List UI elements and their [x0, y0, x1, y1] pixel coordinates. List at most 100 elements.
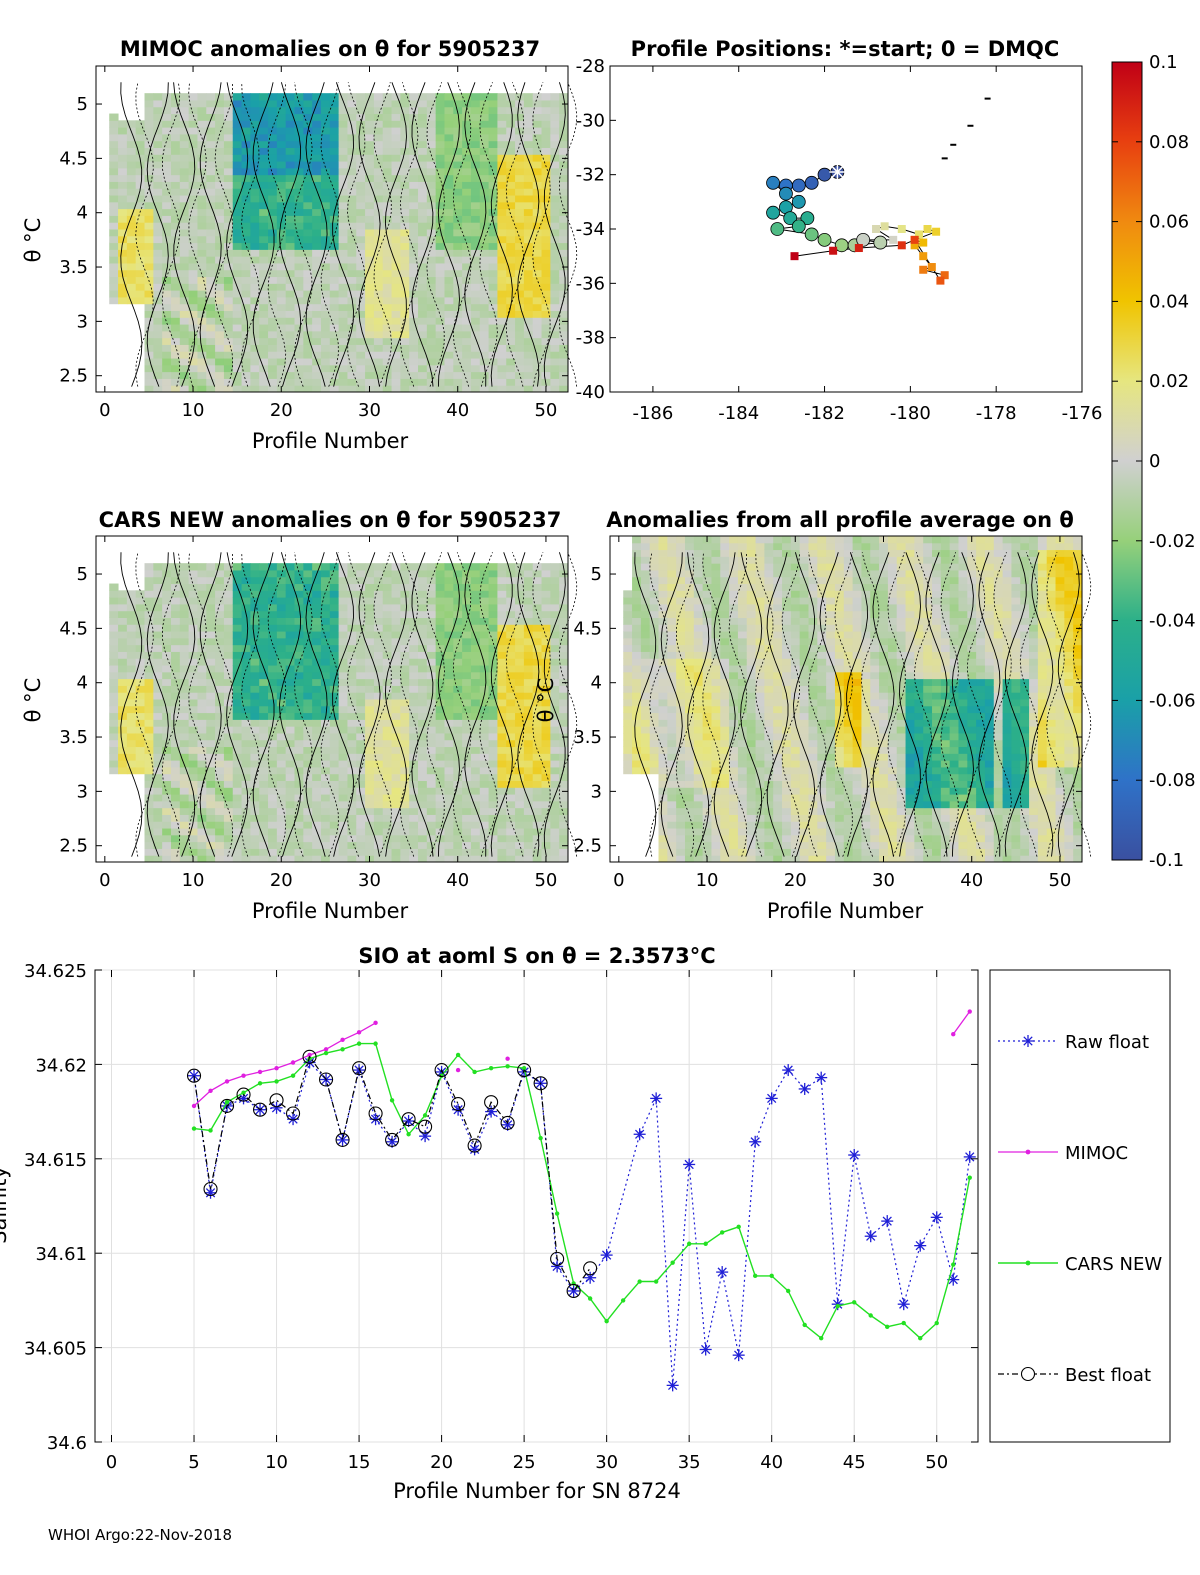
heatmap-cell — [303, 841, 313, 849]
heatmap-cell — [391, 760, 401, 768]
heatmap-cell — [285, 637, 295, 646]
heatmap-cell — [170, 358, 181, 366]
heatmap-cell — [170, 303, 181, 311]
heatmap-cell — [373, 834, 384, 843]
heatmap-cell — [676, 841, 686, 849]
heatmap-cell — [640, 590, 651, 598]
heatmap-cell — [497, 229, 507, 237]
heatmap-cell — [532, 692, 543, 700]
heatmap-cell — [259, 766, 269, 775]
heatmap-column — [365, 93, 375, 393]
heatmap-cell — [435, 337, 445, 345]
heatmap-cell — [285, 106, 295, 115]
heatmap-cell — [188, 590, 198, 598]
heatmap-cell — [391, 773, 401, 781]
heatmap-cell — [197, 167, 207, 176]
heatmap-cell — [188, 569, 198, 578]
heatmap-cell — [294, 814, 304, 822]
heatmap-cell — [515, 317, 525, 325]
heatmap-cell — [259, 256, 269, 264]
heatmap-cell — [462, 814, 472, 822]
heatmap-cell — [126, 719, 137, 727]
heatmap-cell — [109, 147, 119, 155]
heatmap-cell — [312, 637, 322, 646]
heatmap-cell — [312, 174, 322, 182]
heatmap-cell — [382, 161, 393, 169]
heatmap-cell — [347, 834, 357, 843]
heatmap-cell — [153, 800, 163, 809]
heatmap-cell — [268, 685, 278, 693]
heatmap-cell — [241, 290, 251, 298]
heatmap-cell — [676, 610, 686, 618]
heatmap-cell — [118, 617, 128, 625]
heatmap-cell — [223, 800, 234, 809]
heatmap-cell — [206, 167, 216, 176]
heatmap-cell — [215, 127, 225, 135]
heatmap-cell — [479, 229, 490, 237]
heatmap-cell — [488, 93, 498, 101]
heatmap-cell — [488, 269, 498, 278]
heatmap-cell — [506, 671, 516, 680]
heatmap-cell — [276, 133, 287, 142]
heatmap-cell — [426, 800, 437, 809]
heatmap-cell — [170, 337, 181, 345]
heatmap-cell — [515, 310, 525, 318]
heatmap-cell — [294, 249, 304, 257]
heatmap-cell — [179, 719, 190, 727]
heatmap-cell — [435, 161, 445, 169]
heatmap-cell — [188, 201, 198, 210]
heatmap-cell — [667, 794, 677, 802]
heatmap-cell — [559, 855, 569, 863]
heatmap-cell — [259, 215, 269, 223]
heatmap-cell — [144, 719, 154, 727]
heatmap-cell — [294, 685, 304, 693]
heatmap-cell — [197, 242, 207, 250]
heatmap-cell — [632, 569, 642, 578]
contour-line-dotted — [320, 82, 340, 387]
heatmap-cell — [470, 133, 481, 142]
heatmap-cell — [312, 665, 322, 673]
heatmap-cell — [268, 351, 278, 359]
heatmap-cell — [215, 746, 225, 754]
heatmap-cell — [532, 828, 543, 836]
heatmap-cell — [232, 351, 243, 359]
heatmap-cell — [356, 685, 366, 693]
heatmap-cell — [479, 188, 490, 196]
heatmap-cell — [418, 229, 428, 237]
heatmap-cell — [118, 181, 128, 189]
heatmap-cell — [435, 780, 445, 788]
heatmap-cell — [170, 597, 181, 605]
heatmap-cell — [435, 848, 445, 856]
heatmap-cell — [259, 296, 269, 305]
heatmap-cell — [126, 249, 137, 257]
heatmap-cell — [223, 780, 234, 788]
heatmap-cell — [515, 814, 525, 822]
heatmap-cell — [188, 773, 198, 781]
heatmap-cell — [338, 133, 348, 142]
heatmap-cell — [356, 167, 366, 176]
heatmap-cell — [179, 814, 190, 822]
heatmap-column — [206, 563, 216, 863]
heatmap-cell — [320, 276, 331, 284]
heatmap-cell — [206, 678, 216, 686]
heatmap-cell — [382, 821, 393, 829]
heatmap-column — [444, 93, 454, 393]
heatmap-cell — [144, 814, 154, 822]
heatmap-cell — [400, 597, 410, 605]
heatmap-cell — [523, 290, 534, 298]
heatmap-cell — [144, 678, 154, 686]
heatmap-cell — [144, 590, 154, 598]
heatmap-cell — [470, 195, 481, 203]
heatmap-cell — [320, 364, 331, 373]
heatmap-cell — [179, 337, 190, 345]
heatmap-cell — [347, 133, 357, 142]
heatmap-cell — [109, 113, 119, 121]
heatmap-cell — [320, 120, 331, 128]
heatmap-cell — [109, 120, 119, 128]
heatmap-cell — [179, 344, 190, 352]
heatmap-cell — [223, 296, 234, 305]
heatmap-cell — [276, 154, 287, 162]
heatmap-cell — [126, 746, 137, 754]
heatmap-cell — [329, 631, 340, 639]
heatmap-cell — [658, 800, 668, 809]
